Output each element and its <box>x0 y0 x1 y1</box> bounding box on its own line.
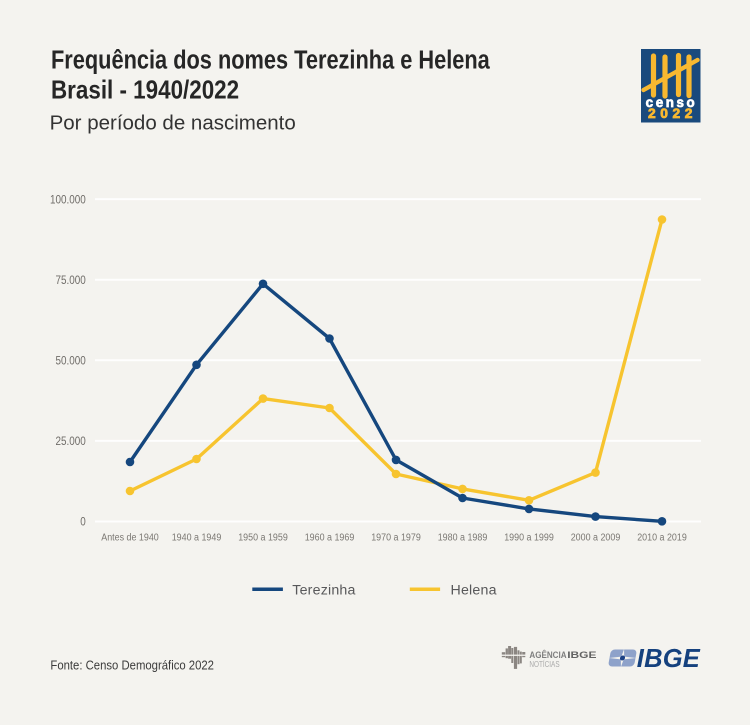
svg-text:1980 a 1989: 1980 a 1989 <box>438 532 488 544</box>
svg-text:50.000: 50.000 <box>56 355 86 368</box>
svg-text:censo: censo <box>646 95 698 110</box>
svg-text:2010 a 2019: 2010 a 2019 <box>637 532 687 544</box>
svg-text:1990 a 1999: 1990 a 1999 <box>504 532 554 544</box>
svg-text:0: 0 <box>80 516 86 529</box>
svg-text:Fonte: Censo Demográfico 2022: Fonte: Censo Demográfico 2022 <box>50 658 214 673</box>
svg-text:Antes de 1940: Antes de 1940 <box>101 532 159 544</box>
svg-text:Terezinha: Terezinha <box>292 582 355 598</box>
svg-text:NOTÍCIAS: NOTÍCIAS <box>529 659 559 669</box>
svg-text:AGÊNCIA: AGÊNCIA <box>529 648 567 660</box>
svg-text:1940 a 1949: 1940 a 1949 <box>172 532 222 544</box>
svg-text:Frequência dos nomes Terezinha: Frequência dos nomes Terezinha e Helena <box>51 46 490 75</box>
svg-text:Helena: Helena <box>451 582 497 598</box>
svg-text:1970 a 1979: 1970 a 1979 <box>371 532 421 544</box>
svg-text:100.000: 100.000 <box>50 193 86 206</box>
svg-text:2000 a 2009: 2000 a 2009 <box>571 532 621 544</box>
svg-text:25.000: 25.000 <box>56 435 86 448</box>
svg-text:1950 a 1959: 1950 a 1959 <box>238 532 288 544</box>
svg-text:IBGE: IBGE <box>637 645 701 673</box>
svg-text:2022: 2022 <box>648 106 697 121</box>
svg-text:Brasil - 1940/2022: Brasil - 1940/2022 <box>51 76 239 105</box>
svg-text:IBGE: IBGE <box>567 650 596 661</box>
svg-text:Por período de nascimento: Por período de nascimento <box>50 111 296 134</box>
svg-text:1960 a 1969: 1960 a 1969 <box>305 532 355 544</box>
svg-text:75.000: 75.000 <box>56 274 86 287</box>
